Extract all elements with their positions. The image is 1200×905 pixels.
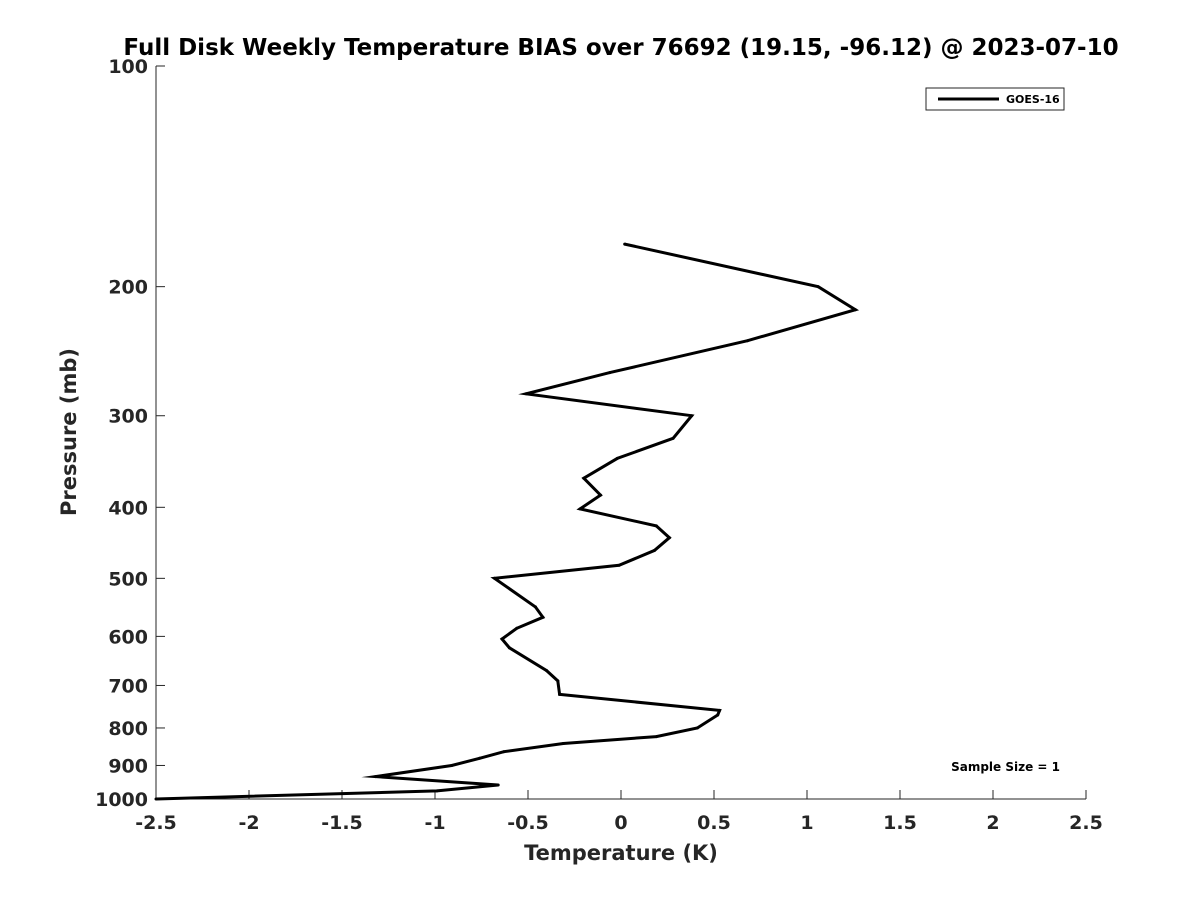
y-tick-label: 200 xyxy=(108,277,148,299)
data-point xyxy=(558,692,562,696)
axes: -2.5 -2 -1.5 -1 -0.5 0 0.5 1 1.5 2 2.5 100 200 300 40… xyxy=(95,56,1103,834)
data-point xyxy=(654,524,658,528)
y-tick-label: 900 xyxy=(108,755,148,777)
y-ticks: 100 200 300 400 500 600 700 800 900 1000 xyxy=(95,56,165,811)
data-point xyxy=(507,646,511,650)
data-point xyxy=(653,548,656,552)
y-tick-label: 1000 xyxy=(95,789,148,811)
x-ticks: -2.5 -2 -1.5 -1 -0.5 0 0.5 1 1.5 2 2.5 xyxy=(135,790,1103,834)
x-tick-label: -1.5 xyxy=(321,812,363,834)
chart-title: Full Disk Weekly Temperature BIAS over 7… xyxy=(123,35,1118,61)
data-point xyxy=(746,339,749,343)
legend: GOES-16 xyxy=(925,87,1065,111)
data-point xyxy=(533,605,537,609)
y-tick-label: 100 xyxy=(108,56,148,78)
data-point xyxy=(599,493,602,497)
y-tick-label: 400 xyxy=(108,497,148,519)
x-tick-label: 1.5 xyxy=(883,812,917,834)
x-tick-label: 2.5 xyxy=(1069,812,1103,834)
data-point xyxy=(582,476,586,480)
x-tick-label: 0.5 xyxy=(697,812,731,834)
data-point xyxy=(154,797,158,801)
y-tick-label: 600 xyxy=(108,626,148,648)
x-tick-label: 2 xyxy=(986,812,999,834)
data-point xyxy=(478,756,482,760)
data-point xyxy=(561,742,565,745)
data-point xyxy=(500,637,504,641)
y-tick-label: 300 xyxy=(108,406,148,428)
data-point xyxy=(556,679,560,683)
data-point xyxy=(690,414,694,418)
data-point xyxy=(654,735,658,739)
data-point xyxy=(435,789,439,793)
x-tick-label: -1 xyxy=(424,812,445,834)
data-point xyxy=(541,615,545,619)
data-point xyxy=(667,536,671,540)
data-point xyxy=(545,669,549,673)
x-tick-label: 0 xyxy=(614,812,627,834)
data-point xyxy=(374,775,377,779)
data-point xyxy=(695,726,699,730)
x-tick-label: -2 xyxy=(238,812,259,834)
y-tick-label: 700 xyxy=(108,675,148,697)
data-point xyxy=(617,563,621,567)
x-tick-label: -2.5 xyxy=(135,812,177,834)
data-point xyxy=(515,626,519,630)
data-point xyxy=(671,436,675,440)
legend-label-goes-16: GOES-16 xyxy=(1006,93,1060,106)
x-tick-label: 1 xyxy=(800,812,813,834)
points-group xyxy=(154,242,857,801)
data-point xyxy=(608,371,612,375)
data-point xyxy=(853,308,857,312)
data-point xyxy=(450,764,454,767)
sample-size-annotation: Sample Size = 1 xyxy=(951,760,1060,774)
data-point xyxy=(524,392,528,396)
data-point xyxy=(502,750,506,754)
data-point xyxy=(615,456,619,460)
data-point xyxy=(718,708,722,712)
data-point xyxy=(493,576,496,580)
y-tick-label: 500 xyxy=(108,568,148,590)
y-axis-title: Pressure (mb) xyxy=(57,348,81,516)
data-point xyxy=(496,783,500,787)
data-point xyxy=(578,507,582,511)
data-point xyxy=(716,713,720,717)
x-axis-title: Temperature (K) xyxy=(524,841,718,865)
y-tick-label: 800 xyxy=(108,718,148,740)
data-point xyxy=(623,242,627,246)
x-tick-label: -0.5 xyxy=(507,812,549,834)
data-point xyxy=(816,285,820,289)
